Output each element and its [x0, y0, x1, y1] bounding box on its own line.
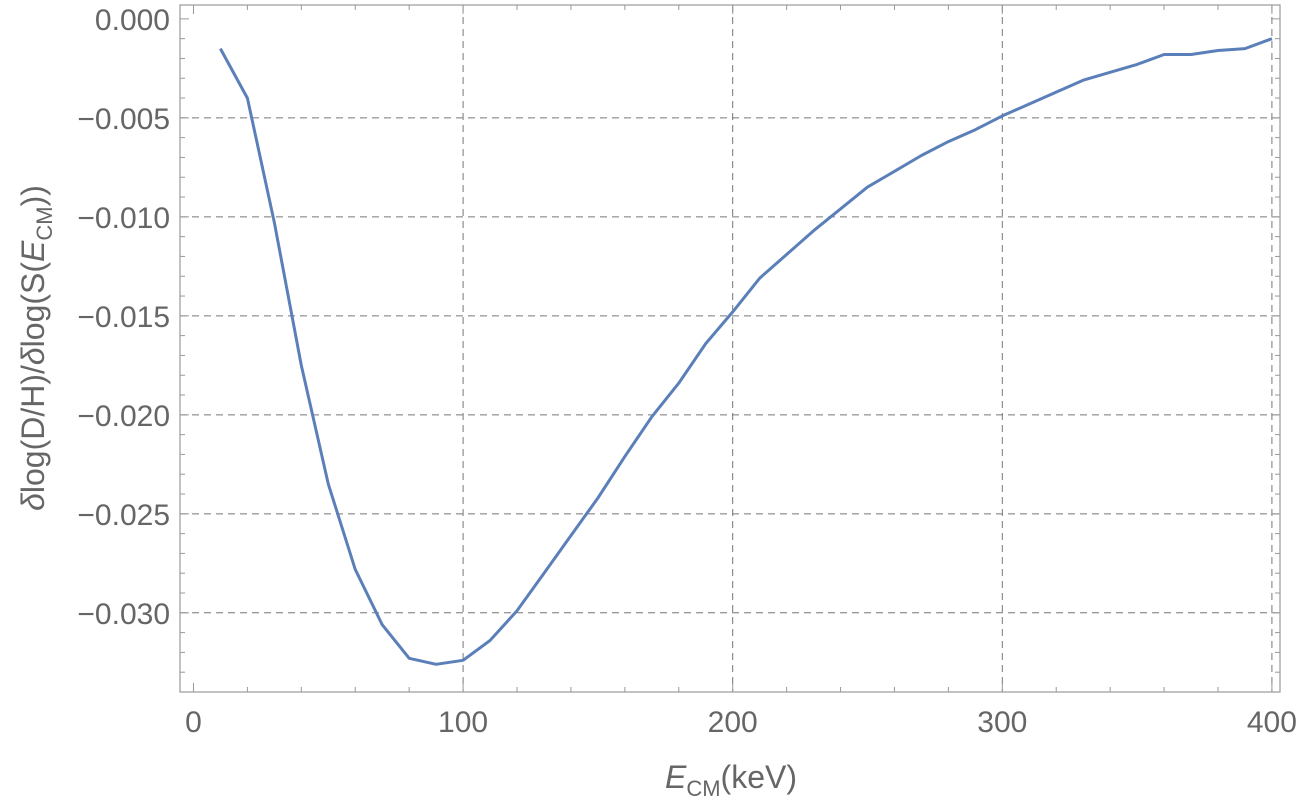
x-tick-label: 200 [708, 706, 758, 739]
y-axis-title: δlog(D/H)/δlog(S(ECM)) [15, 185, 57, 511]
y-tick-label: 0.000 [95, 4, 170, 37]
tick-labels: 0 100 200 300 400 0.000 −0.005 −0.010 −0.015 −0.0… [77, 4, 1297, 739]
y-tick-label: −0.020 [77, 400, 170, 433]
grid-lines [180, 5, 1280, 692]
x-axis-title: ECM(keV) [665, 759, 797, 801]
plot-frame [179, 4, 1281, 693]
series-layer [219, 37, 1273, 666]
axis-ticks [180, 5, 1280, 692]
x-tick-label: 0 [185, 706, 202, 739]
x-tick-label: 300 [977, 706, 1027, 739]
x-tick-label: 100 [438, 706, 488, 739]
y-tick-label: −0.010 [77, 202, 170, 235]
x-tick-label: 400 [1247, 706, 1297, 739]
y-tick-label: −0.015 [77, 301, 170, 334]
y-tick-label: −0.030 [77, 598, 170, 631]
series-line [219, 37, 1273, 666]
y-tick-label: −0.005 [77, 103, 170, 136]
y-tick-label: −0.025 [77, 499, 170, 532]
